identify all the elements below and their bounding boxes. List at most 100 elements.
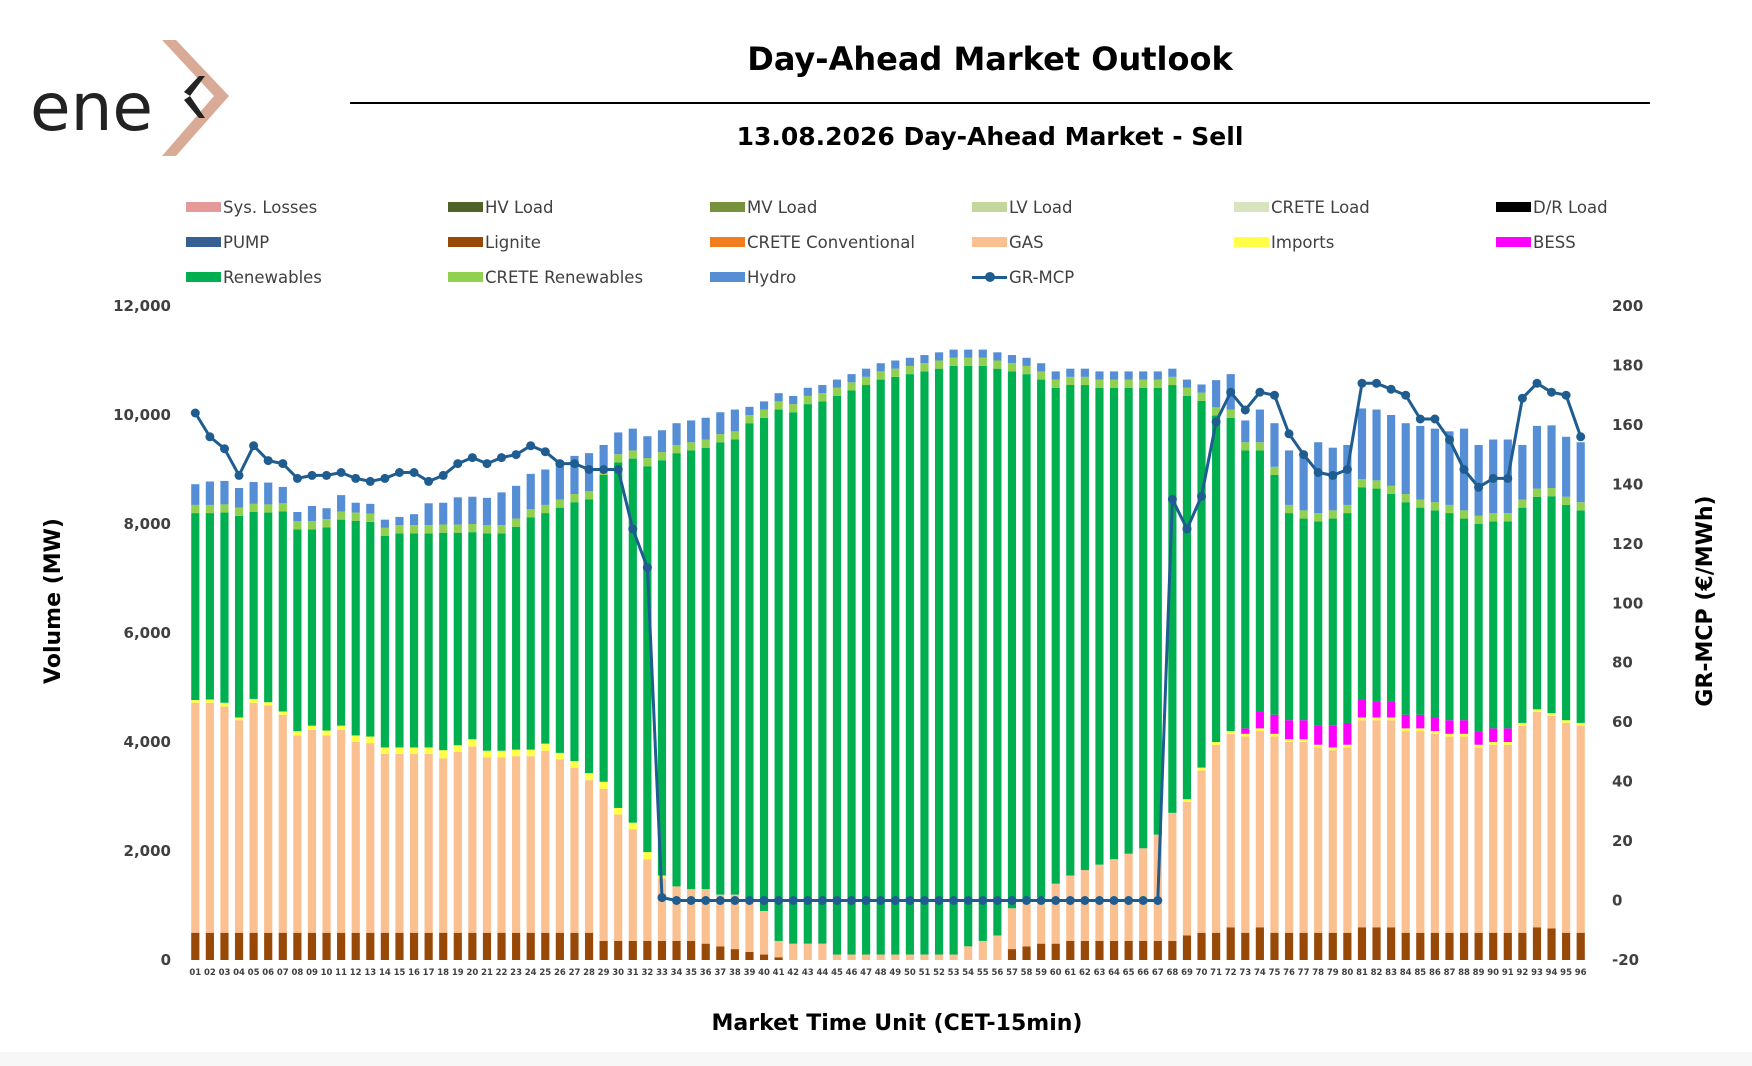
x-tick-label: 47 xyxy=(860,968,872,978)
x-tick-label: 68 xyxy=(1166,968,1178,978)
bar-crete-renewables-05 xyxy=(249,503,258,513)
x-tick-label: 04 xyxy=(233,968,245,978)
bar-gas-11 xyxy=(337,730,346,933)
bar-crete-renewables-62 xyxy=(1080,376,1089,386)
bar-bess-79 xyxy=(1328,725,1337,748)
gr-mcp-point-51 xyxy=(920,896,929,905)
bar-hydro-87 xyxy=(1445,431,1454,505)
gr-mcp-point-19 xyxy=(453,459,463,469)
bar-gas-40 xyxy=(759,910,769,955)
gr-mcp-point-40 xyxy=(759,896,769,905)
bar-renewables-42 xyxy=(789,412,798,944)
bar-hydro-55 xyxy=(978,349,987,358)
bar-lignite-06 xyxy=(264,932,273,960)
bar-imports-82 xyxy=(1372,717,1381,721)
y2-tick-label: 60 xyxy=(1612,713,1633,731)
bar-gas-61 xyxy=(1066,875,1075,941)
bar-crete-renewables-47 xyxy=(862,376,871,386)
bar-crete-renewables-39 xyxy=(745,415,754,424)
x-tick-label: 40 xyxy=(758,968,770,978)
bar-imports-91 xyxy=(1503,742,1512,745)
x-tick-label: 86 xyxy=(1429,968,1441,978)
bar-lignite-32 xyxy=(643,940,652,960)
footer-band xyxy=(0,1052,1752,1066)
x-tick-label: 14 xyxy=(379,968,391,978)
bar-hydro-68 xyxy=(1168,368,1177,377)
gr-mcp-point-87 xyxy=(1445,435,1454,445)
x-tick-label: 83 xyxy=(1385,968,1397,978)
y-tick-label: 2,000 xyxy=(124,842,171,860)
gr-mcp-point-05 xyxy=(249,441,259,451)
bar-hydro-38 xyxy=(730,409,739,432)
bar-hydro-56 xyxy=(993,352,1002,361)
bar-bess-78 xyxy=(1314,725,1323,745)
bar-lignite-24 xyxy=(526,932,535,960)
bar-crete-renewables-21 xyxy=(482,525,492,534)
bar-renewables-06 xyxy=(264,512,273,703)
gr-mcp-point-67 xyxy=(1153,896,1163,905)
gr-mcp-point-85 xyxy=(1415,414,1425,424)
bar-crete-renewables-37 xyxy=(716,434,725,443)
bar-gas-24 xyxy=(526,756,535,933)
bar-imports-92 xyxy=(1518,722,1527,726)
bar-hydro-76 xyxy=(1284,450,1294,505)
bar-hydro-45 xyxy=(832,379,842,388)
bar-lignite-58 xyxy=(1022,946,1031,961)
x-tick-label: 18 xyxy=(437,968,449,978)
bar-crete-renewables-69 xyxy=(1182,387,1192,396)
y2-tick-label: 40 xyxy=(1612,773,1633,791)
bar-lignite-69 xyxy=(1182,935,1192,960)
gr-mcp-point-29 xyxy=(599,465,609,474)
bar-imports-07 xyxy=(278,711,287,715)
bar-gas-96 xyxy=(1576,725,1585,933)
bar-renewables-83 xyxy=(1387,494,1396,702)
x-tick-label: 57 xyxy=(1006,968,1018,978)
bar-hydro-27 xyxy=(570,455,579,495)
bar-bess-74 xyxy=(1255,712,1264,729)
bar-crete-renewables-52 xyxy=(934,360,944,369)
gr-mcp-point-62 xyxy=(1080,896,1090,905)
bar-hydro-48 xyxy=(876,363,885,372)
bar-crete-renewables-48 xyxy=(876,371,885,380)
legend-item-d-r-load: D/R Load xyxy=(1496,195,1608,219)
bar-gas-03 xyxy=(220,706,229,933)
bar-hydro-07 xyxy=(278,486,287,504)
bar-lignite-95 xyxy=(1562,932,1571,960)
bar-hydro-32 xyxy=(643,436,652,459)
legend-label: LV Load xyxy=(1009,197,1073,217)
bar-gas-25 xyxy=(541,750,550,933)
x-tick-label: 61 xyxy=(1064,968,1076,978)
bar-renewables-44 xyxy=(818,401,827,944)
x-tick-label: 43 xyxy=(802,968,814,978)
y-tick-label: 4,000 xyxy=(124,733,171,751)
bar-renewables-50 xyxy=(905,374,914,955)
x-tick-label: 38 xyxy=(729,968,741,978)
bar-hydro-73 xyxy=(1241,420,1250,443)
bar-imports-05 xyxy=(249,698,258,703)
bar-lignite-23 xyxy=(512,932,521,960)
bar-renewables-80 xyxy=(1343,513,1352,723)
logo-x-stroke-icon xyxy=(184,76,205,96)
bar-gas-10 xyxy=(322,735,331,933)
x-tick-label: 15 xyxy=(394,968,406,978)
x-tick-label: 39 xyxy=(744,968,756,978)
bar-renewables-32 xyxy=(643,466,652,853)
legend-swatch xyxy=(1234,202,1269,212)
bar-crete-renewables-14 xyxy=(380,527,389,536)
x-tick-label: 71 xyxy=(1210,968,1222,978)
bar-imports-32 xyxy=(643,852,652,860)
x-tick-label: 92 xyxy=(1516,968,1528,978)
bar-gas-08 xyxy=(293,735,302,933)
y2-tick-label: 200 xyxy=(1612,297,1643,315)
bar-gas-48 xyxy=(876,954,885,960)
bar-imports-95 xyxy=(1562,720,1571,723)
bar-gas-72 xyxy=(1226,733,1235,928)
bar-imports-14 xyxy=(380,747,389,754)
bar-hydro-23 xyxy=(512,485,521,519)
bar-renewables-38 xyxy=(730,439,739,895)
y2-axis-title: GR-MCP (€/MWh) xyxy=(1693,495,1718,706)
x-tick-label: 31 xyxy=(627,968,639,978)
bar-imports-04 xyxy=(234,717,244,721)
x-tick-label: 11 xyxy=(335,968,347,978)
gr-mcp-point-50 xyxy=(905,896,915,905)
